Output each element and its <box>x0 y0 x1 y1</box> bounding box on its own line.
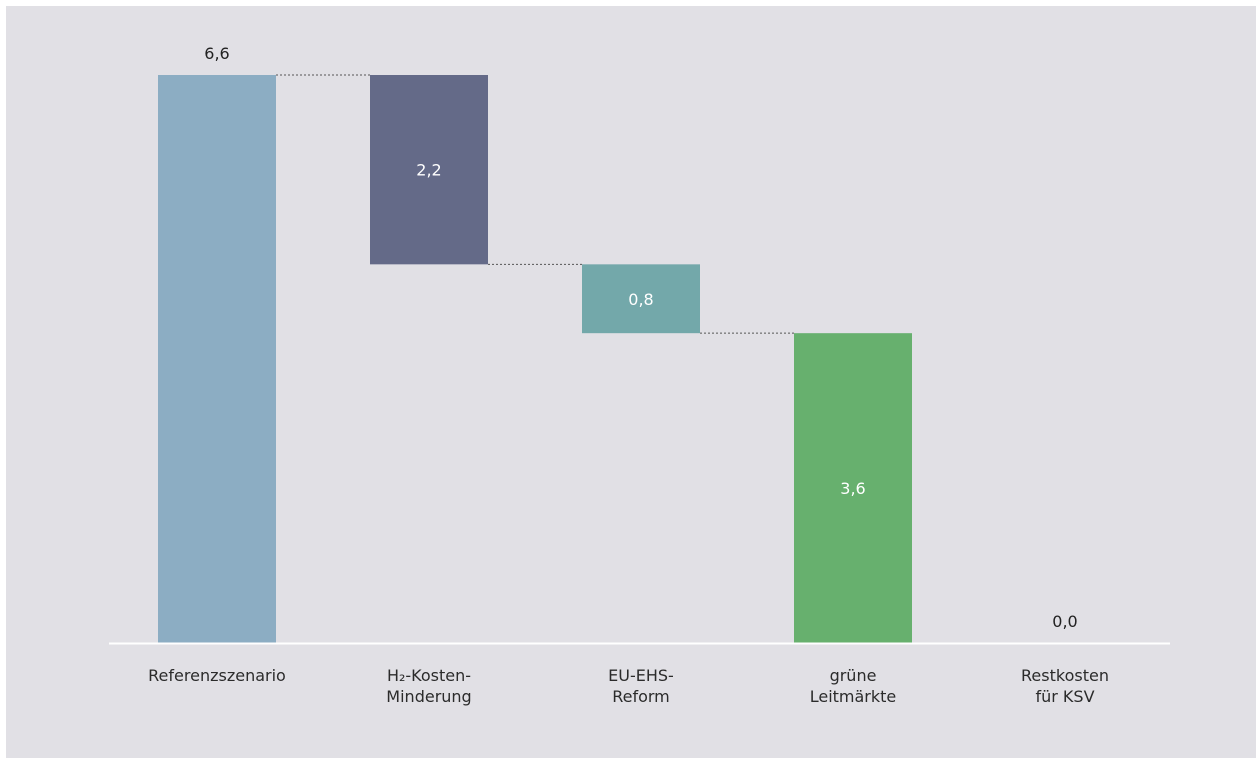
value-label-3: 0,8 <box>628 290 653 309</box>
category-label-3-line-2: Reform <box>612 687 670 706</box>
category-labels: Referenzszenario H₂-Kosten- Minderung EU-EH… <box>148 666 1109 706</box>
bar-3 <box>582 264 700 334</box>
category-label-1: Referenzszenario <box>148 666 286 685</box>
category-label-5-line-2: für KSV <box>1035 687 1094 706</box>
bar-2 <box>370 75 488 265</box>
category-label-2: H₂-Kosten- Minderung <box>386 666 471 706</box>
category-label-1-line-1: Referenzszenario <box>148 666 286 685</box>
value-labels: 6,6 2,2 0,8 3,6 0,0 <box>204 44 1077 631</box>
category-label-4: grüne Leitmärkte <box>810 666 897 706</box>
category-label-4-line-2: Leitmärkte <box>810 687 897 706</box>
value-label-2: 2,2 <box>416 161 441 180</box>
value-label-5: 0,0 <box>1052 612 1077 631</box>
category-label-5: Restkosten für KSV <box>1021 666 1109 706</box>
category-label-2-line-1: H₂-Kosten- <box>387 666 471 685</box>
category-label-2-line-2: Minderung <box>386 687 471 706</box>
category-label-3-line-1: EU-EHS- <box>608 666 674 685</box>
value-label-4: 3,6 <box>840 479 865 498</box>
category-label-5-line-1: Restkosten <box>1021 666 1109 685</box>
bar-1 <box>158 75 276 643</box>
bar-4 <box>794 333 912 643</box>
category-label-4-line-1: grüne <box>830 666 877 685</box>
connector-lines <box>276 74 794 334</box>
value-label-1: 6,6 <box>204 44 229 63</box>
category-label-3: EU-EHS- Reform <box>608 666 674 706</box>
chart-bars <box>158 75 912 643</box>
